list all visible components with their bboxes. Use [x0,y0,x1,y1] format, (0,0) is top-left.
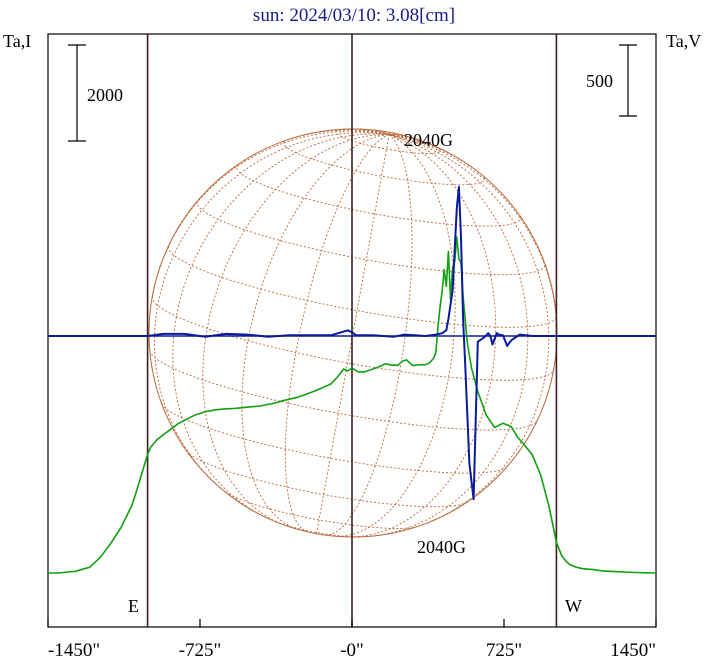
latitude-line [283,139,486,186]
longitude-line [284,134,390,533]
peak-label-bottom: 2040G [417,537,466,557]
latitude-line [225,491,417,529]
latitude-line [186,450,468,508]
longitude-line [389,134,558,370]
longitude-line [388,134,550,524]
longitude-line [241,134,390,530]
longitude-line [389,133,406,137]
longitude-line [316,134,390,534]
latitude-line [275,521,360,538]
series-line-polarization [48,185,656,501]
longitude-line [202,134,390,524]
scale-bar-right: 500 [586,44,637,117]
reference-lines [146,34,558,627]
x-tick-label: -725" [179,640,222,661]
latitude-line [161,403,508,474]
longitude-line [154,132,390,485]
x-tick-label: 1450" [610,640,656,661]
longitude-line [337,134,456,537]
longitude-line [389,134,483,176]
x-tick-label: -1450" [48,640,100,661]
longitude-line [389,134,419,141]
latitude-line [196,200,546,276]
longitude-line [287,129,390,141]
latitude-line [236,164,521,227]
longitude-line [373,129,390,135]
scale-bar-left: 2000 [68,44,123,142]
scale-bar-left-label: 2000 [87,85,123,105]
latitude-line [168,246,557,328]
longitude-line [388,133,395,135]
series-line-intensity [48,236,657,574]
marker-west: W [565,596,582,616]
x-tick-label: -0" [340,640,364,661]
scale-bar-right-label: 500 [586,71,613,91]
series-layer [48,185,657,574]
x-axis-ticks: -1450" -725" -0" 725" 1450" [47,619,657,661]
x-tick-label: 725" [486,640,522,661]
longitude-line [172,133,390,517]
marker-east: E [128,596,139,616]
latitude-line [151,296,555,381]
latitude-line [335,128,441,154]
latitude-line [149,350,538,431]
left-axis-label: Ta,I [3,31,31,51]
right-axis-label: Ta,V [666,31,701,51]
chart-title: sun: 2024/03/10: 3.08[cm] [253,5,455,26]
peak-label-top: 2040G [404,130,453,150]
longitude-line [151,130,390,297]
